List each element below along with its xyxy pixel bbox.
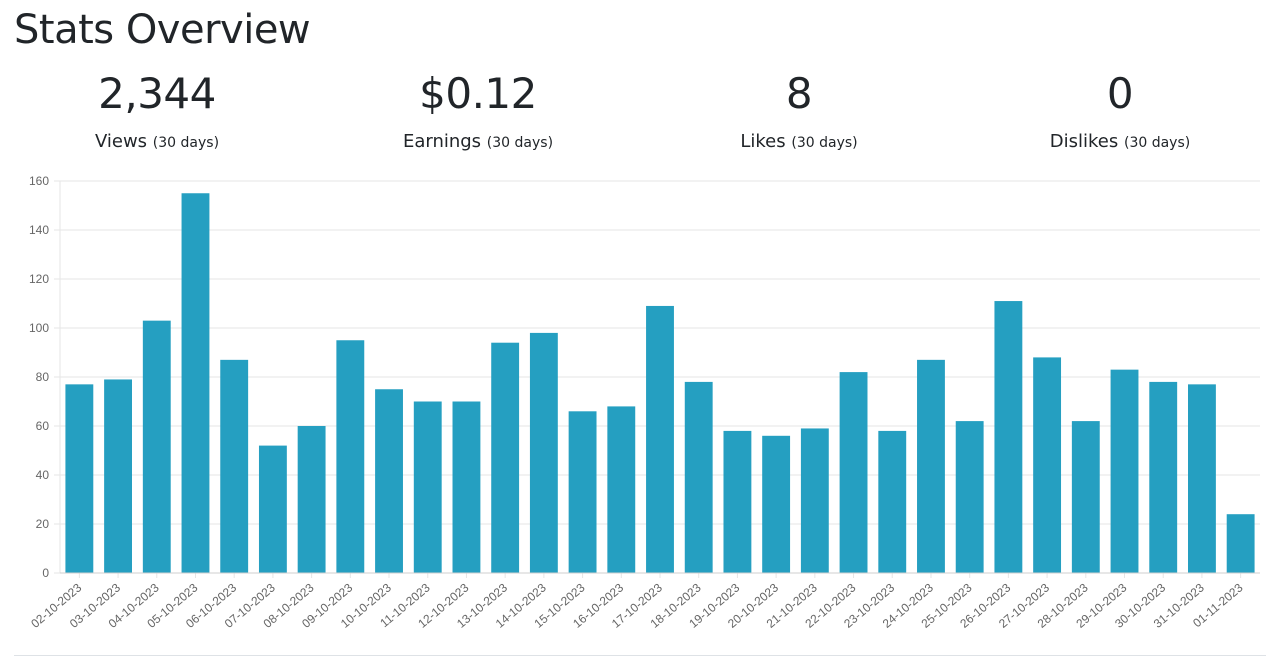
bar-14-10-2023 [529, 332, 558, 573]
bar-11-10-2023 [413, 401, 442, 573]
stat-earnings-period: (30 days) [486, 135, 554, 151]
bar-05-10-2023 [181, 193, 210, 573]
stat-views-period: (30 days) [152, 135, 220, 151]
y-tick-label: 100 [29, 321, 49, 335]
bar-21-10-2023 [800, 428, 829, 573]
stat-earnings-label: Earnings [402, 131, 482, 152]
page-title: Stats Overview [14, 7, 311, 53]
stat-earnings-value: $0.12 [419, 69, 537, 118]
bar-16-10-2023 [607, 406, 636, 573]
bar-19-10-2023 [723, 430, 752, 573]
stat-earnings: $0.12 Earnings (30 days) [318, 66, 638, 155]
stat-views-caption: Views (30 days) [0, 130, 317, 155]
bar-09-10-2023 [336, 340, 365, 573]
y-tick-label: 120 [29, 272, 49, 286]
stat-views: 2,344 Views (30 days) [0, 66, 317, 155]
bar-17-10-2023 [646, 305, 674, 573]
stat-views-label: Views [94, 131, 148, 152]
y-tick-label: 60 [36, 419, 50, 433]
bar-18-10-2023 [684, 381, 713, 573]
stat-earnings-caption: Earnings (30 days) [318, 130, 638, 155]
bar-12-10-2023 [452, 401, 481, 573]
bar-27-10-2023 [1033, 357, 1062, 573]
stat-likes-label: Likes [740, 131, 786, 152]
bar-08-10-2023 [297, 426, 326, 573]
y-tick-label: 20 [36, 517, 50, 531]
y-tick-label: 0 [42, 566, 49, 580]
stat-dislikes-caption: Dislikes (30 days) [960, 130, 1280, 155]
stat-dislikes-label: Dislikes [1049, 131, 1119, 152]
stat-dislikes-value: 0 [1106, 69, 1134, 118]
stat-likes: 8 Likes (30 days) [639, 66, 959, 155]
y-tick-label: 80 [36, 370, 50, 384]
bar-24-10-2023 [917, 359, 945, 573]
bar-26-10-2023 [994, 301, 1023, 573]
bar-07-10-2023 [258, 445, 287, 573]
bar-13-10-2023 [491, 342, 520, 573]
bar-02-10-2023 [65, 384, 94, 573]
bar-23-10-2023 [878, 430, 907, 573]
y-tick-label: 140 [29, 223, 49, 237]
bar-20-10-2023 [762, 435, 791, 573]
bar-28-10-2023 [1071, 421, 1100, 573]
bar-31-10-2023 [1188, 384, 1216, 573]
stat-dislikes-period: (30 days) [1123, 135, 1191, 151]
y-tick-label: 40 [36, 468, 50, 482]
bar-30-10-2023 [1149, 381, 1178, 573]
bar-01-11-2023 [1226, 514, 1255, 573]
bottom-divider [14, 655, 1266, 656]
stat-dislikes: 0 Dislikes (30 days) [960, 66, 1280, 155]
bar-29-10-2023 [1110, 369, 1139, 573]
bar-25-10-2023 [955, 421, 984, 573]
views-bar-chart: 02040608010012014016002-10-202303-10-202… [28, 174, 1260, 631]
stat-likes-period: (30 days) [791, 135, 858, 151]
bar-15-10-2023 [568, 411, 597, 573]
bar-03-10-2023 [104, 379, 132, 573]
y-tick-label: 160 [29, 174, 49, 188]
stat-views-value: 2,344 [98, 69, 216, 118]
bar-22-10-2023 [839, 372, 868, 573]
bar-04-10-2023 [142, 320, 171, 573]
stat-likes-caption: Likes (30 days) [639, 130, 959, 155]
stat-likes-value: 8 [785, 69, 813, 118]
bar-10-10-2023 [375, 389, 403, 573]
bar-06-10-2023 [220, 359, 249, 573]
